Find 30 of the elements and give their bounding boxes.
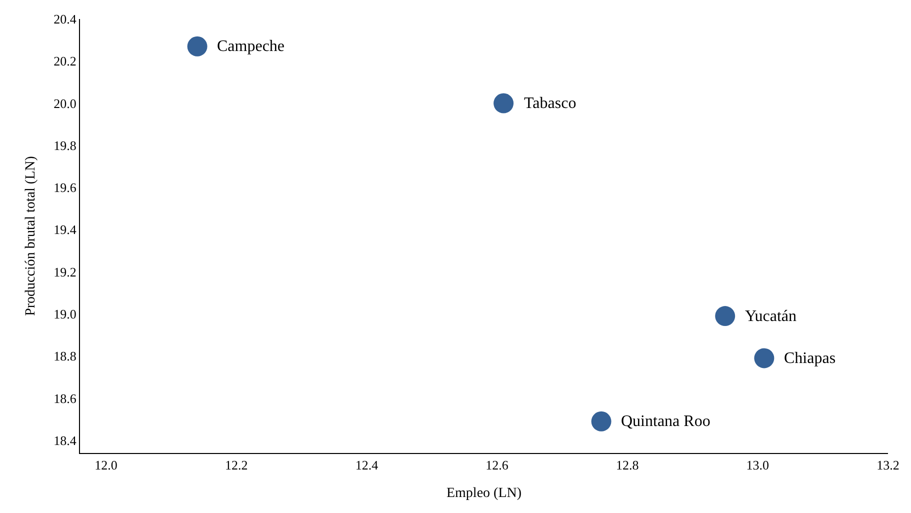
annotation: Chiapas bbox=[784, 350, 836, 367]
annotation: Yucatán bbox=[745, 308, 797, 325]
annotation: Campeche bbox=[217, 38, 285, 55]
x-tick-label: 13.0 bbox=[746, 458, 770, 473]
y-tick-label: 18.8 bbox=[54, 348, 76, 364]
y-tick-label: 19.0 bbox=[54, 306, 76, 322]
y-axis-title: Producción brutal total (LN) bbox=[23, 156, 38, 316]
annotation: Quintana Roo bbox=[621, 413, 710, 430]
y-tick-label: 19.8 bbox=[54, 138, 76, 153]
point bbox=[591, 411, 612, 432]
x-tick-label: 12.6 bbox=[486, 458, 509, 473]
x-tick-label: 13.2 bbox=[876, 458, 900, 473]
y-tick-label: 19.6 bbox=[54, 180, 77, 196]
annotation: Tabasco bbox=[524, 95, 576, 112]
x-axis-title: Empleo (LN) bbox=[446, 486, 522, 501]
y-tick-label: 18.4 bbox=[54, 432, 77, 448]
point bbox=[187, 36, 208, 56]
x-tick-label: 12.4 bbox=[355, 458, 379, 473]
y-tick-label: 19.2 bbox=[54, 264, 76, 280]
x-tick-label: 12.0 bbox=[94, 458, 118, 473]
y-tick-label: 18.6 bbox=[54, 390, 77, 406]
y-tick-label: 19.4 bbox=[54, 222, 77, 238]
y-tick-label: 20.4 bbox=[54, 12, 77, 27]
x-tick-label: 12.8 bbox=[616, 458, 639, 473]
y-tick-label: 20.2 bbox=[54, 54, 76, 69]
x-tick-label: 12.2 bbox=[225, 458, 248, 473]
point bbox=[754, 348, 774, 368]
point bbox=[715, 306, 736, 326]
y-tick-label: 20.0 bbox=[54, 96, 76, 111]
point bbox=[494, 93, 514, 114]
